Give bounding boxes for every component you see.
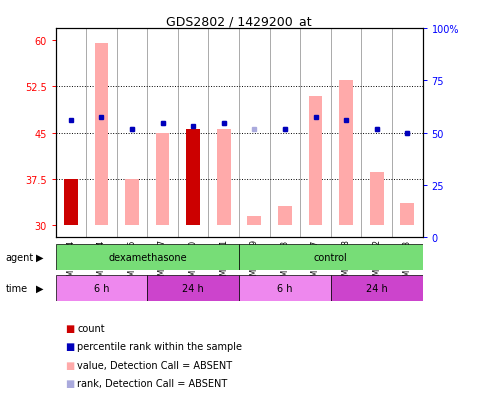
Text: ▶: ▶ [36,283,44,293]
Text: 24 h: 24 h [182,283,204,293]
Text: agent: agent [6,252,34,262]
Bar [64,179,78,225]
Bar [147,275,239,301]
Bar [370,173,384,225]
Text: count: count [77,323,105,333]
Bar [239,275,331,301]
Bar [309,96,323,225]
Text: control: control [314,252,348,262]
Text: time: time [6,283,28,293]
Bar [278,207,292,225]
Text: ■: ■ [65,323,74,333]
Bar [186,130,200,225]
Text: rank, Detection Call = ABSENT: rank, Detection Call = ABSENT [77,378,227,388]
Bar [400,204,414,225]
Bar [331,275,423,301]
Text: 6 h: 6 h [94,283,109,293]
Bar [186,130,200,225]
Text: dexamethasone: dexamethasone [108,252,186,262]
Bar [156,133,170,225]
Bar [247,216,261,225]
Bar [56,275,147,301]
Text: value, Detection Call = ABSENT: value, Detection Call = ABSENT [77,360,232,370]
Bar [339,81,353,225]
Title: GDS2802 / 1429200_at: GDS2802 / 1429200_at [166,15,312,28]
Text: 24 h: 24 h [366,283,388,293]
Bar [95,44,108,225]
Bar [239,244,423,270]
Bar [56,244,239,270]
Text: ■: ■ [65,342,74,351]
Bar [217,130,231,225]
Text: ■: ■ [65,378,74,388]
Text: ■: ■ [65,360,74,370]
Bar [125,179,139,225]
Text: ▶: ▶ [36,252,44,262]
Text: 6 h: 6 h [277,283,293,293]
Text: percentile rank within the sample: percentile rank within the sample [77,342,242,351]
